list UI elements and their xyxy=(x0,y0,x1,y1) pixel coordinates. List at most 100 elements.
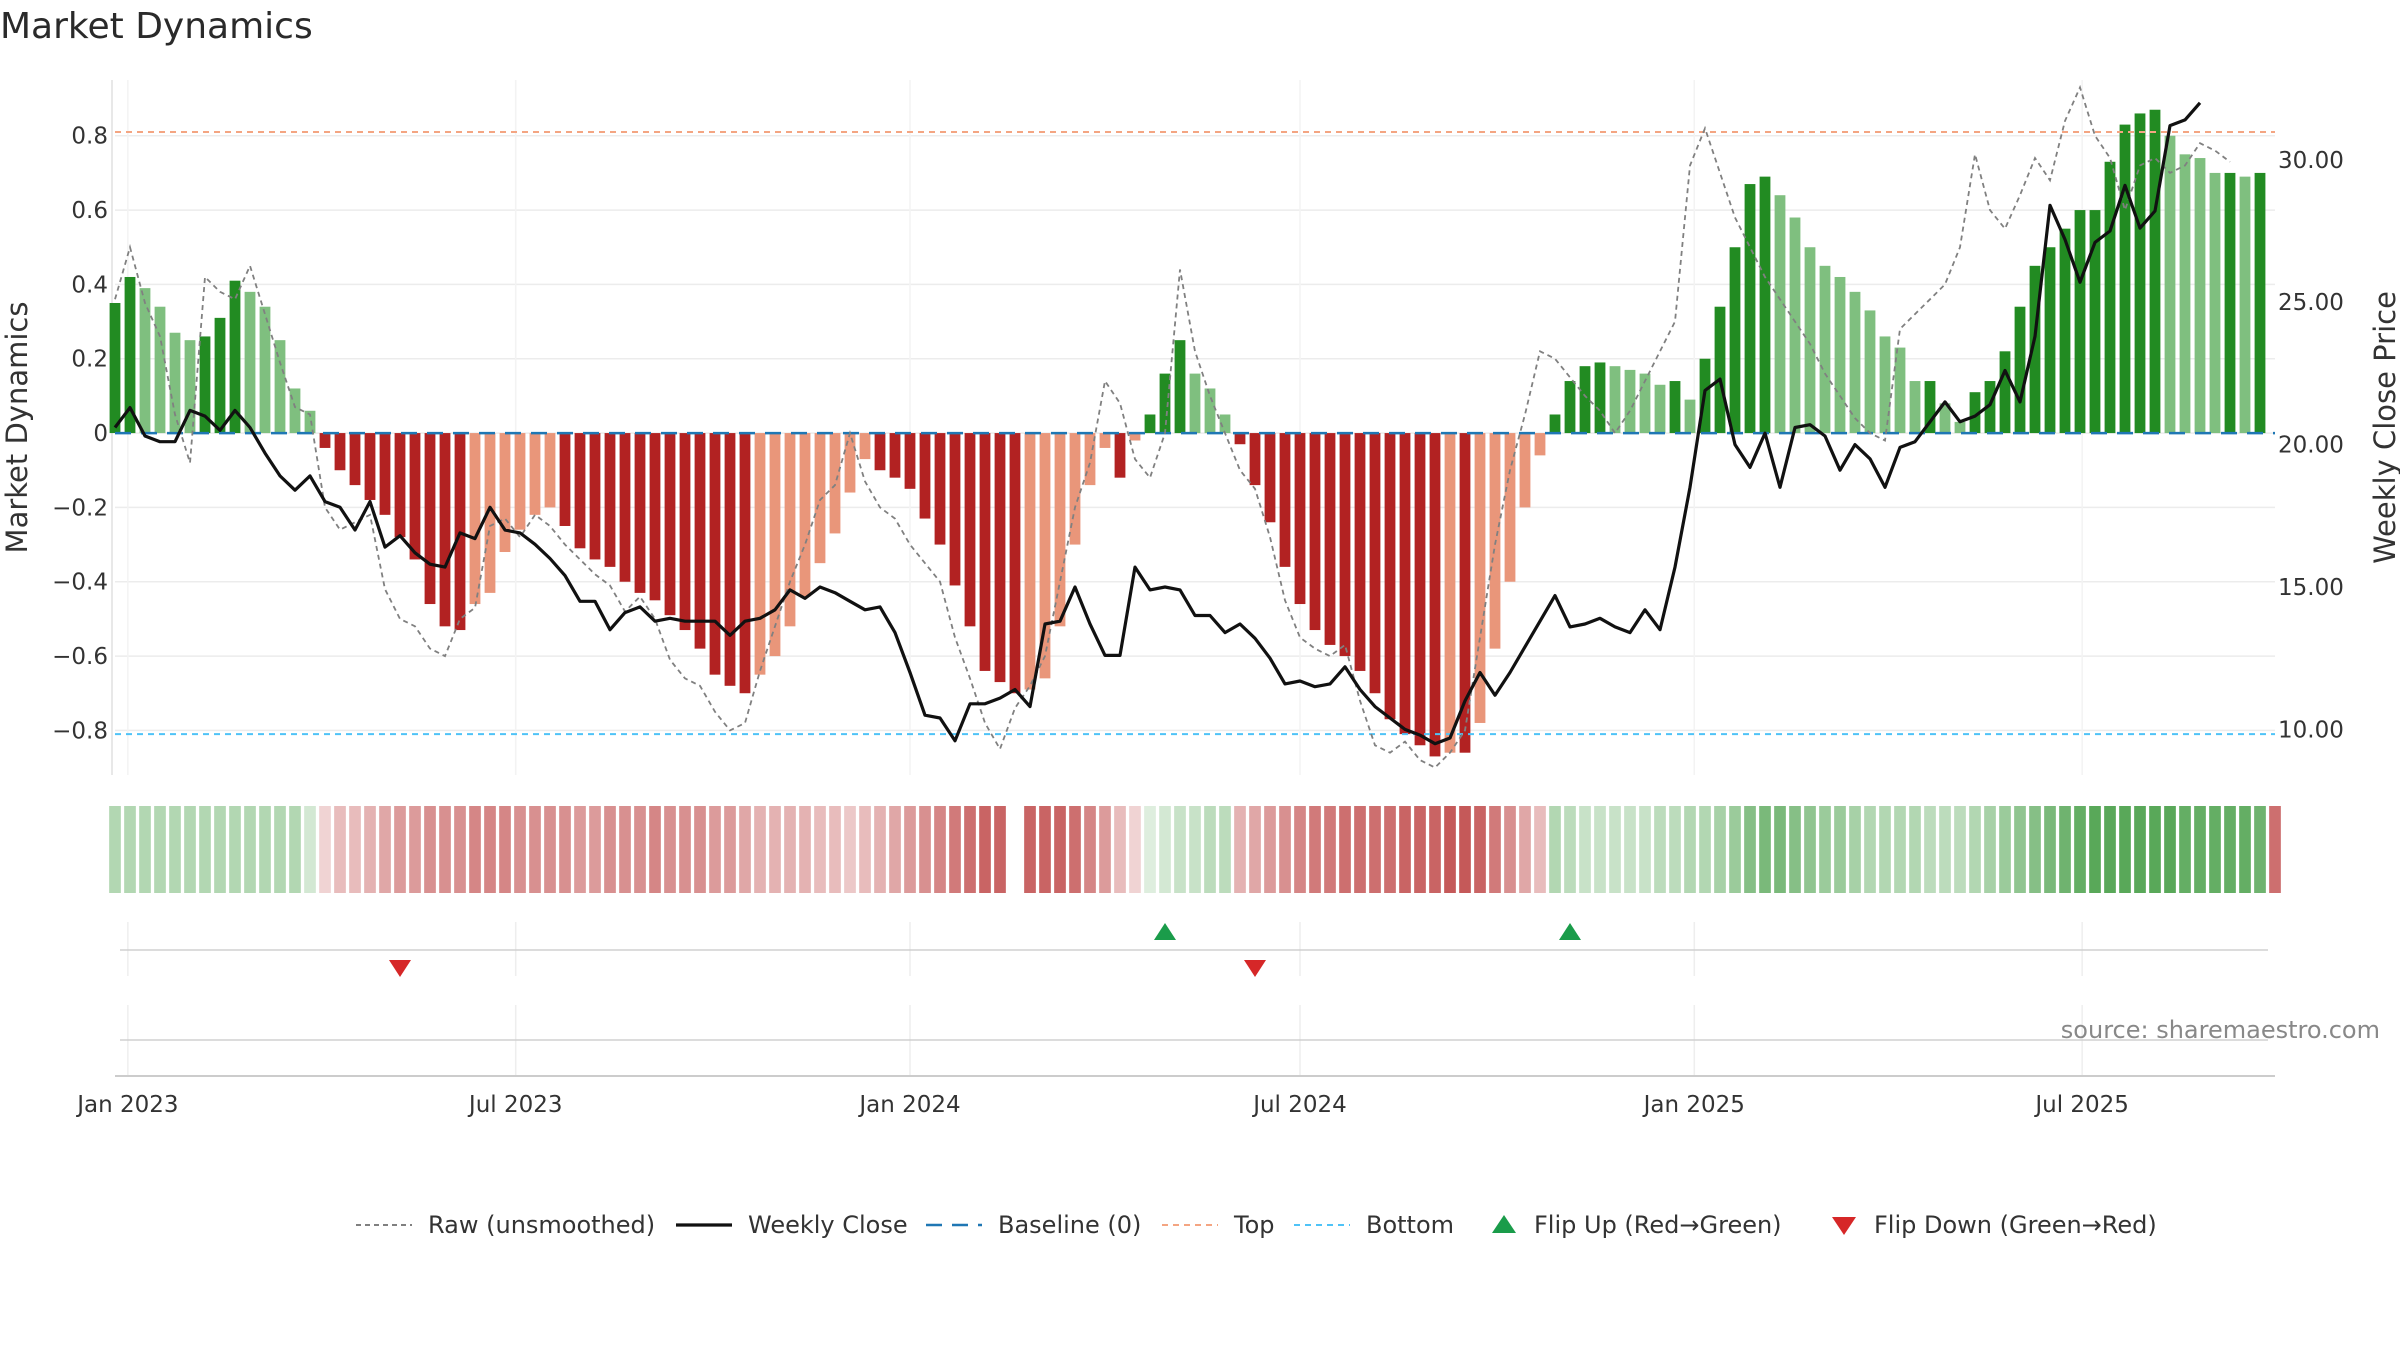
direction-strip-cell xyxy=(2014,806,2026,893)
direction-strip-cell xyxy=(1669,806,1681,893)
dynamics-bar xyxy=(1174,340,1186,434)
direction-strip-cell xyxy=(1969,806,1981,893)
dynamics-bar xyxy=(259,306,271,434)
dynamics-bar xyxy=(2074,210,2086,434)
legend-label: Flip Down (Green→Red) xyxy=(1874,1211,2157,1239)
dynamics-bar xyxy=(1189,373,1201,434)
flip-down-marker xyxy=(389,960,411,977)
direction-strip-cell xyxy=(319,806,331,893)
direction-strip-cell xyxy=(364,806,376,893)
dynamics-bar xyxy=(1249,433,1261,486)
direction-strip-cell xyxy=(1984,806,1996,893)
direction-strip-cell xyxy=(1339,806,1351,893)
direction-strip-cell xyxy=(1804,806,1816,893)
dynamics-bar xyxy=(1564,381,1576,434)
dynamics-bar xyxy=(1009,433,1021,694)
dynamics-bar xyxy=(1279,433,1291,567)
dynamics-bar xyxy=(874,433,886,471)
direction-strip-cell xyxy=(1624,806,1636,893)
dynamics-bar xyxy=(2209,172,2221,434)
dynamics-bar xyxy=(1264,433,1276,523)
dynamics-bar xyxy=(754,433,766,675)
direction-strip-cell xyxy=(634,806,646,893)
dynamics-bar xyxy=(244,291,256,434)
dynamics-bar xyxy=(334,433,346,471)
direction-strip-cell xyxy=(1534,806,1546,893)
direction-strip-cell xyxy=(2029,806,2041,893)
dynamics-bar xyxy=(1684,399,1696,434)
dynamics-bar xyxy=(1879,336,1891,434)
legend-label: Bottom xyxy=(1366,1211,1454,1239)
x-tick-label: Jan 2025 xyxy=(1642,1092,1745,1118)
dynamics-bar xyxy=(1639,373,1651,434)
dynamics-bar xyxy=(1504,433,1516,582)
x-axis: Jan 2023 Jul 2023 Jan 2024 Jul 2024 Jan 2025… xyxy=(75,1075,2275,1118)
direction-strip-cell xyxy=(2209,806,2221,893)
dynamics-bar xyxy=(1729,247,1741,434)
direction-strip-cell xyxy=(1699,806,1711,893)
dynamics-bar xyxy=(1054,433,1066,627)
y-tick-label-right: 15.00 xyxy=(2278,575,2344,601)
dynamics-bar xyxy=(1474,433,1486,723)
direction-strip-cell xyxy=(1174,806,1186,893)
dynamics-bar xyxy=(1084,433,1096,486)
direction-strip-cell xyxy=(754,806,766,893)
direction-strip-cell xyxy=(499,806,511,893)
direction-strip-cell xyxy=(739,806,751,893)
dynamics-bar xyxy=(919,433,931,519)
dynamics-bar xyxy=(1429,433,1441,757)
direction-strip-cell xyxy=(1504,806,1516,893)
dynamics-bar xyxy=(1669,381,1681,434)
direction-strip-cell xyxy=(1129,806,1141,893)
dynamics-bar xyxy=(1834,276,1846,434)
dynamics-bar xyxy=(1144,414,1156,434)
direction-strip-cell xyxy=(1759,806,1771,893)
direction-strip-cell xyxy=(2149,806,2161,893)
direction-strip-cell xyxy=(1159,806,1171,893)
direction-strip-cell xyxy=(1114,806,1126,893)
direction-strip-cell xyxy=(1939,806,1951,893)
main-panel: 0.8 0.6 0.4 0.2 0 −0.2 −0.4 −0.6 −0.8 30.00 25.00 2… xyxy=(0,80,2400,775)
direction-strip-cell xyxy=(439,806,451,893)
dynamics-bar xyxy=(559,433,571,526)
direction-strip-cell xyxy=(259,806,271,893)
direction-strip-cell xyxy=(859,806,871,893)
dynamics-bar xyxy=(1789,217,1801,434)
direction-strip-cell xyxy=(2044,806,2056,893)
dynamics-bar xyxy=(1114,433,1126,478)
direction-strip-cell xyxy=(709,806,721,893)
direction-strip-cell xyxy=(559,806,571,893)
dynamics-bar xyxy=(214,317,226,434)
direction-strip-cell xyxy=(2134,806,2146,893)
dynamics-bar xyxy=(1129,433,1141,441)
dynamics-bar xyxy=(2194,158,2206,434)
dynamics-bar xyxy=(1609,366,1621,434)
direction-strip-cell xyxy=(814,806,826,893)
dynamics-bar xyxy=(799,433,811,597)
legend-swatch-flip-up xyxy=(1492,1215,1516,1233)
dynamics-bar xyxy=(379,433,391,515)
y-tick-label-right: 25.00 xyxy=(2278,290,2344,316)
dynamics-bar xyxy=(739,433,751,694)
direction-strip-cell xyxy=(274,806,286,893)
dynamics-bar xyxy=(499,433,511,553)
dynamics-bar xyxy=(574,433,586,549)
dynamics-bar xyxy=(679,433,691,631)
dynamics-bar xyxy=(634,433,646,593)
direction-strip-cell xyxy=(2059,806,2071,893)
direction-strip-cell xyxy=(889,806,901,893)
dynamics-bar xyxy=(934,433,946,545)
direction-strip-cell xyxy=(2179,806,2191,893)
direction-strip-cell xyxy=(1024,806,1036,893)
source-note: source: sharemaestro.com xyxy=(2061,1016,2380,1044)
direction-strip-cell xyxy=(1489,806,1501,893)
legend-item-flip_up: Flip Up (Red→Green) xyxy=(1492,1211,1782,1239)
direction-strip-cell xyxy=(964,806,976,893)
y-axis-label-right: Weekly Close Price xyxy=(2368,291,2400,564)
dynamics-bar xyxy=(1219,414,1231,434)
direction-strip-cell xyxy=(469,806,481,893)
direction-strip-cell xyxy=(304,806,316,893)
dynamics-bar xyxy=(1804,247,1816,434)
dynamics-bar xyxy=(1924,381,1936,434)
dynamics-bar xyxy=(889,433,901,478)
